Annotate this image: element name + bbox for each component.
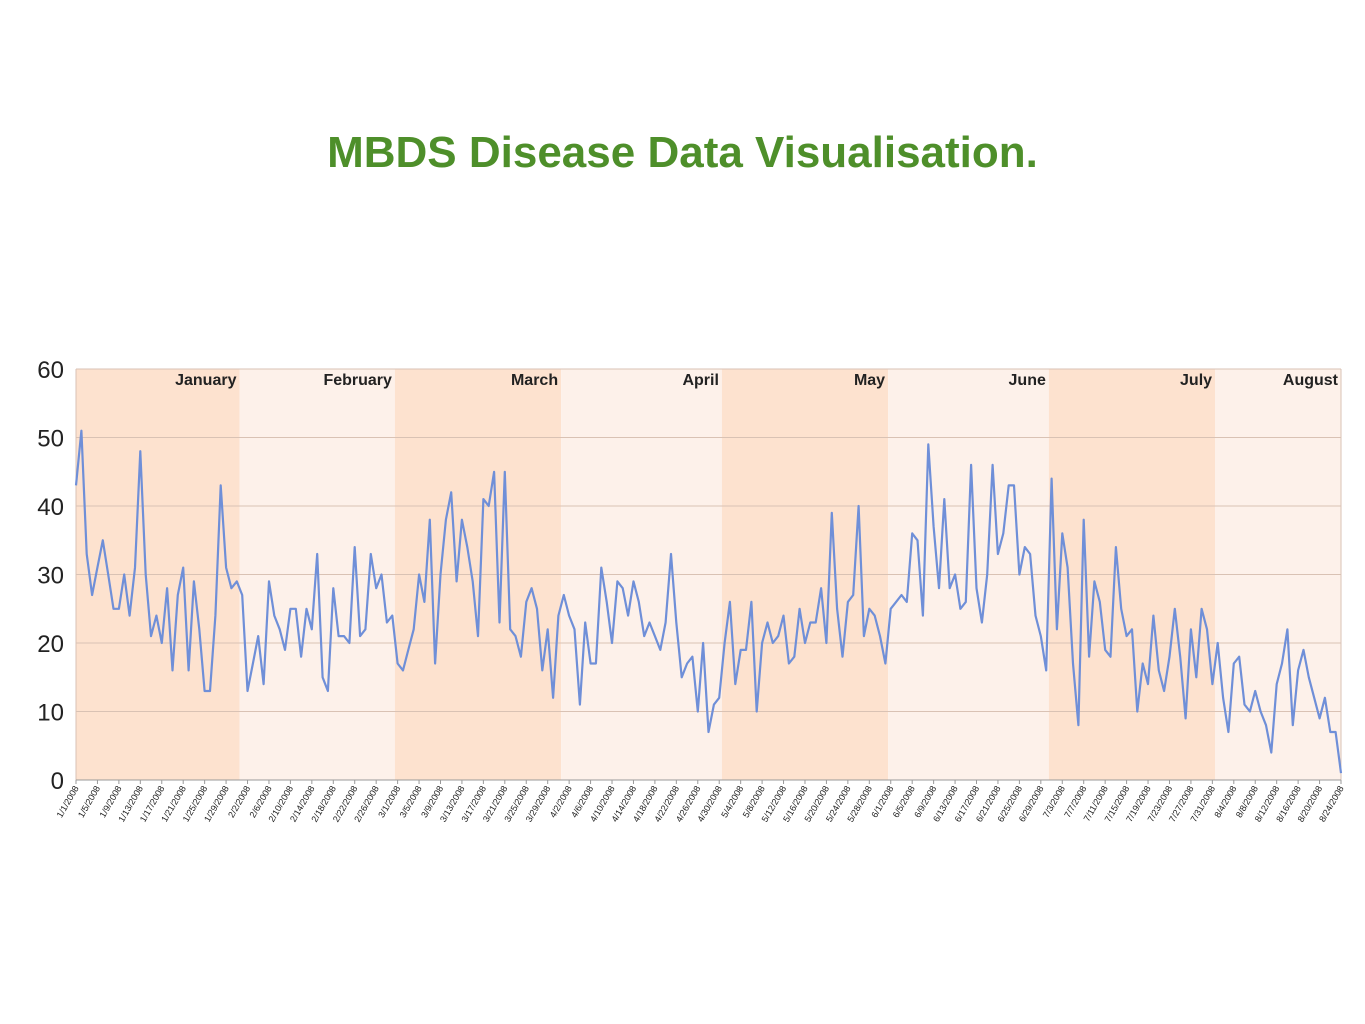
y-tick-label-10: 10	[37, 700, 64, 727]
month-label-may: May	[854, 372, 885, 389]
gridlines	[75, 368, 1342, 781]
month-label-august: August	[1283, 372, 1339, 389]
y-tick-label-50: 50	[37, 426, 64, 453]
y-tick-label-0: 0	[51, 768, 64, 795]
month-label-march: March	[511, 372, 558, 389]
y-axis-ticks: 0 10 20 30 40 50 60	[37, 357, 64, 795]
y-tick-label-60: 60	[37, 357, 64, 384]
month-label-june: June	[1009, 372, 1046, 389]
series-line-0	[74, 429, 1343, 774]
series-group	[74, 429, 1343, 774]
x-axis-ticks: 1/1/20081/5/20081/9/20081/13/20081/17/20…	[55, 780, 1346, 824]
y-tick-label-20: 20	[37, 631, 64, 658]
month-label-january: January	[175, 372, 236, 389]
y-tick-label-30: 30	[37, 563, 64, 590]
month-label-february: February	[323, 372, 392, 389]
month-label-april: April	[682, 372, 718, 389]
month-labels: January February March April May June July Augu…	[175, 372, 1339, 389]
page-title: MBDS Disease Data Visualisation.	[327, 128, 1038, 177]
y-tick-label-40: 40	[37, 494, 64, 521]
month-label-july: July	[1180, 372, 1212, 389]
